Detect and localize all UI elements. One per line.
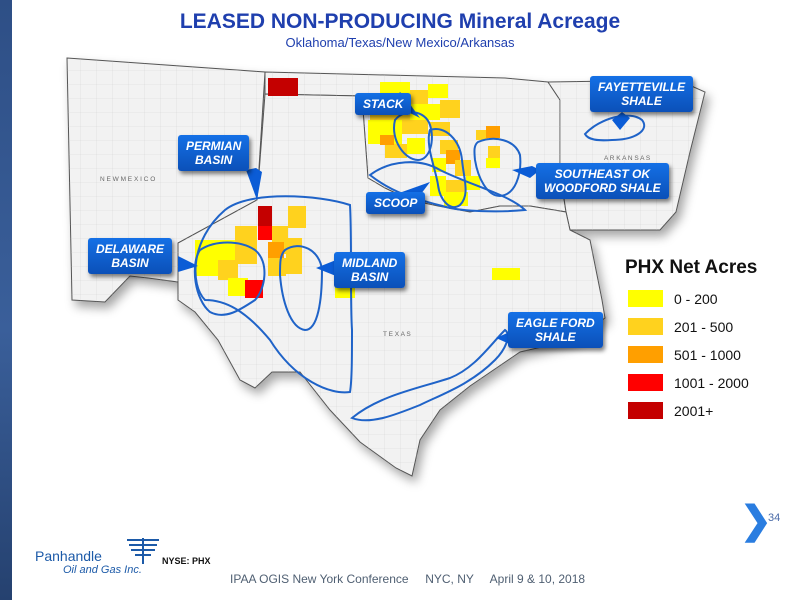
acreage-block — [486, 158, 500, 168]
acreage-block — [288, 206, 306, 228]
midland-arrow — [316, 260, 336, 276]
acreage-block — [476, 130, 488, 140]
acreage-block — [385, 144, 407, 158]
page-number: 34 — [768, 512, 781, 524]
basin-outlines — [193, 111, 645, 422]
label-new-mexico: N E W M E X I C O — [100, 176, 155, 183]
acreage-block — [228, 278, 248, 296]
slide-title: LEASED NON-PRODUCING Mineral Acreage — [179, 10, 621, 33]
callout-permian-basin: PERMIAN BASIN — [178, 135, 250, 171]
acreage-block — [268, 78, 298, 96]
legend-swatch — [628, 402, 663, 419]
fayetteville-arrow — [612, 112, 630, 130]
acreage-block — [428, 84, 448, 98]
callout-eagle-ford-shale: EAGLE FORD SHALE — [508, 312, 603, 348]
acreage-block — [235, 248, 257, 264]
acreage-block — [268, 242, 284, 258]
acreage-block — [258, 226, 272, 240]
permian-basin-outline — [194, 195, 354, 394]
slide-subtitle: Oklahoma/Texas/New Mexico/Arkansas — [285, 35, 515, 50]
label-texas: T E X A S — [383, 331, 411, 338]
scoop-basin-outline — [427, 128, 467, 208]
footer-text: IPAA OGIS New York Conference NYC, NY Ap… — [230, 572, 586, 586]
acreage-block — [218, 260, 238, 280]
callout-delaware-basin: DELAWARE BASIN — [88, 238, 173, 274]
southeast-ok-outline — [473, 137, 522, 198]
acreage-block — [402, 120, 428, 134]
permian-arrow — [246, 168, 262, 200]
acreage-block — [486, 126, 500, 138]
left-accent-bar — [0, 0, 12, 600]
acreage-block — [410, 90, 428, 104]
southeast-ok-arrow — [512, 166, 540, 178]
next-slide-chevron-icon[interactable]: ❯ — [740, 500, 772, 542]
acreage-block — [286, 254, 302, 274]
logo-name: Panhandle — [35, 548, 102, 564]
label-arkansas: A R K A N S A S — [604, 155, 651, 162]
acreage-block — [380, 135, 394, 145]
callout-fayetteville-shale: FAYETTEVILLE SHALE — [590, 76, 694, 112]
acreage-block — [407, 138, 425, 154]
midland-basin-outline — [278, 245, 324, 332]
legend-swatch — [628, 290, 663, 307]
acreage-block — [440, 100, 460, 118]
callout-midland-basin: MIDLAND BASIN — [334, 252, 406, 288]
logo-subtitle: Oil and Gas Inc. — [63, 564, 142, 576]
acreage-block — [492, 268, 520, 280]
acreage-block — [245, 280, 263, 298]
delaware-arrow — [178, 256, 198, 272]
acreage-block — [235, 226, 257, 248]
acreage-block — [268, 258, 286, 276]
acreage-block — [446, 180, 466, 192]
delaware-basin-outline — [193, 241, 266, 316]
logo-ticker: NYSE: PHX — [162, 556, 211, 566]
legend-swatch — [628, 346, 663, 363]
panhandle-logo-icon — [127, 538, 159, 564]
legend-swatch — [628, 374, 663, 391]
acreage-block — [258, 206, 272, 226]
acreage-block — [488, 146, 500, 158]
legend-swatch — [628, 318, 663, 335]
callout-southeast-ok-woodford-shale: SOUTHEAST OK WOODFORD SHALE — [536, 163, 669, 199]
callout-stack: STACK — [355, 93, 412, 115]
fayetteville-shale-outline — [583, 114, 645, 142]
legend-title: PHX Net Acres — [625, 257, 758, 278]
callout-scoop: SCOOP — [366, 192, 426, 214]
